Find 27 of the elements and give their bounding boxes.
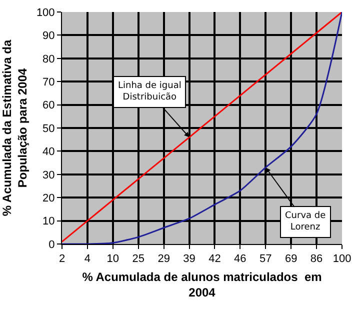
x-tick-label: 2 <box>58 253 66 266</box>
x-tick-label: 39 <box>183 253 196 266</box>
x-tick-label: 57 <box>260 253 272 266</box>
x-tick-label: 4 <box>84 253 91 266</box>
y-tick-label: 0 <box>48 238 55 251</box>
annotation: Linha de igual Distribuicão <box>118 81 182 103</box>
y-tick-label: 60 <box>42 100 55 112</box>
x-tick-label: 100 <box>332 253 352 266</box>
y-tick-label: 80 <box>42 53 55 66</box>
x-tick-label: 25 <box>132 253 144 266</box>
x-tick-label: 29 <box>158 253 170 266</box>
x-tick-label: 42 <box>208 253 221 266</box>
y-tick-label: 10 <box>42 216 55 228</box>
y-tick-label: 90 <box>42 30 55 42</box>
x-axis-title: % Acumulada de alunos matriculados em 2004 <box>82 270 322 300</box>
x-tick-label: 10 <box>106 253 120 266</box>
annotation: Curva de Lorenz <box>285 211 326 233</box>
x-tick-label: 46 <box>234 253 246 266</box>
x-tick-label: 69 <box>284 253 298 266</box>
x-tick-label: 86 <box>310 253 323 266</box>
y-tick-label: 30 <box>42 169 55 182</box>
y-tick-label: 50 <box>42 122 55 135</box>
y-tick-label: 100 <box>36 6 55 19</box>
y-axis-title: % Acumulada da Estimativa da População para 2004 <box>0 40 30 216</box>
y-tick-label: 40 <box>42 146 55 158</box>
y-tick-label: 70 <box>42 76 55 88</box>
y-tick-label: 20 <box>42 192 55 204</box>
